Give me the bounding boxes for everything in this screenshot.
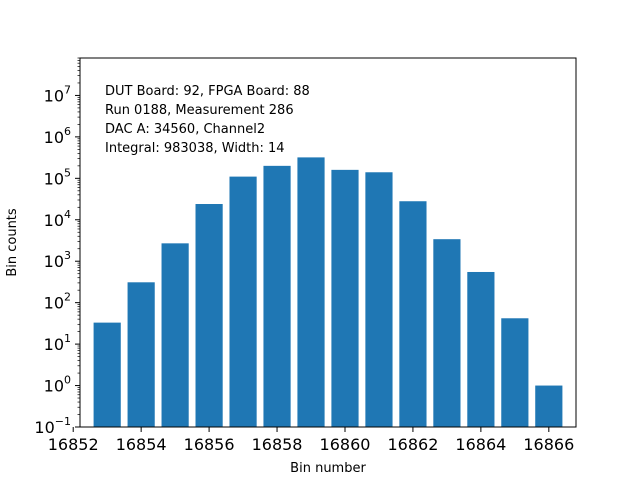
- bar-16864: [467, 271, 495, 427]
- bar-16854: [127, 282, 155, 427]
- x-tick-label: 16862: [387, 435, 438, 454]
- bar-16855: [161, 243, 189, 427]
- x-tick-label: 16864: [455, 435, 506, 454]
- bar-16866: [535, 385, 563, 427]
- bar-16860: [331, 169, 359, 428]
- y-tick-label: 104: [44, 208, 71, 230]
- y-tick-label: 107: [44, 83, 71, 105]
- annotation-line: Run 0188, Measurement 286: [105, 103, 294, 118]
- x-axis-label: Bin number: [290, 461, 366, 476]
- bar-16861: [365, 172, 393, 427]
- y-axis-ticks: 10−1 100 101 102 103 104 105 106 107: [34, 57, 80, 437]
- x-tick-label: 16852: [48, 435, 99, 454]
- x-tick-label: 16858: [252, 435, 303, 454]
- annotation-line: DAC A: 34560, Channel2: [105, 122, 265, 137]
- y-tick-label: 101: [44, 332, 71, 354]
- bar-16862: [399, 201, 427, 427]
- y-axis-label: Bin counts: [5, 208, 20, 277]
- bar-16865: [501, 318, 529, 427]
- bar-16858: [263, 165, 291, 427]
- plot-frame: [79, 57, 577, 428]
- y-tick-label: 106: [44, 125, 71, 147]
- y-tick-label: 103: [44, 249, 71, 271]
- y-tick-label: 102: [44, 291, 71, 313]
- bar-16859: [297, 157, 325, 427]
- annotation-line: DUT Board: 92, FPGA Board: 88: [105, 84, 310, 99]
- bars-group: [93, 157, 563, 428]
- y-tick-label: 10−1: [34, 415, 71, 437]
- bar-16857: [229, 176, 257, 427]
- y-tick-label: 100: [44, 374, 71, 396]
- x-tick-label: 16860: [320, 435, 371, 454]
- annotation-line: Integral: 983038, Width: 14: [105, 141, 285, 156]
- bar-16853: [93, 322, 121, 427]
- x-tick-label: 16866: [523, 435, 574, 454]
- bar-16856: [195, 204, 223, 427]
- bar-16863: [433, 239, 461, 427]
- x-tick-label: 16854: [116, 435, 167, 454]
- x-axis-ticks: 16852 16854 16856 16858 16860 16862 16864 16866: [48, 427, 574, 454]
- y-tick-label: 105: [44, 166, 71, 188]
- annotation-block: DUT Board: 92, FPGA Board: 88 Run 0188, M…: [105, 84, 310, 156]
- x-tick-label: 16856: [184, 435, 235, 454]
